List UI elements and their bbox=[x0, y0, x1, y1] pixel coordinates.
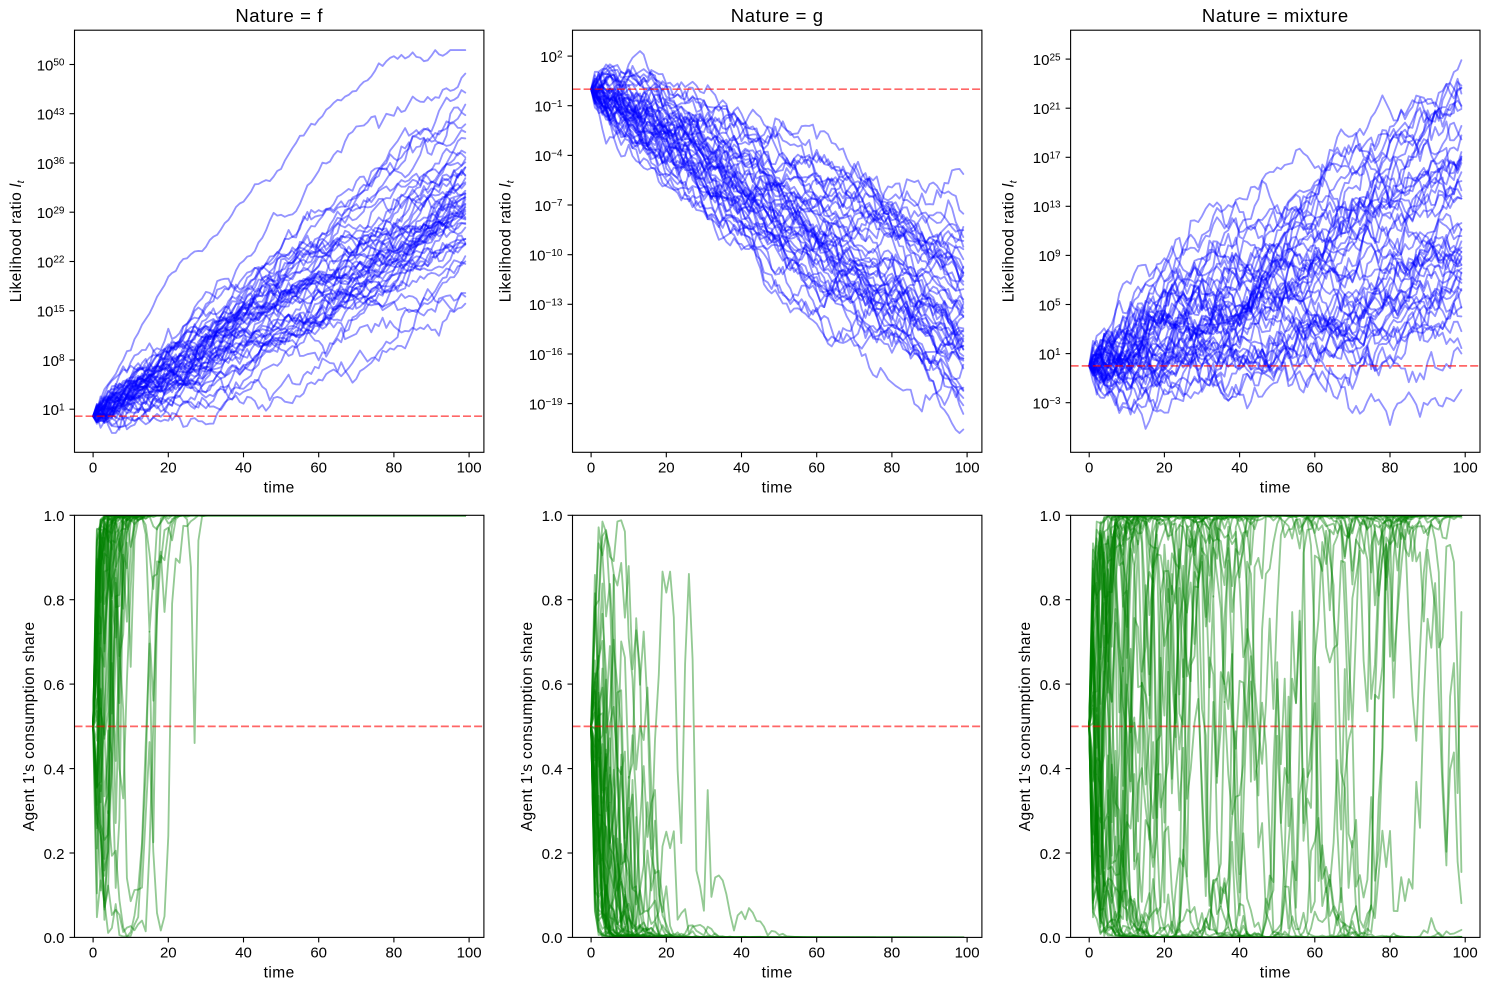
svg-text:60: 60 bbox=[808, 945, 825, 962]
svg-text:100: 100 bbox=[955, 460, 980, 477]
svg-text:Agent 1's consumption share: Agent 1's consumption share bbox=[21, 622, 38, 832]
svg-text:40: 40 bbox=[733, 945, 750, 962]
svg-text:0.6: 0.6 bbox=[542, 677, 563, 694]
svg-text:60: 60 bbox=[1306, 460, 1323, 477]
svg-text:0.6: 0.6 bbox=[1040, 677, 1061, 694]
svg-text:80: 80 bbox=[386, 945, 403, 962]
svg-text:Likelihood ratio lt: Likelihood ratio lt bbox=[8, 179, 27, 302]
svg-text:0.0: 0.0 bbox=[1040, 930, 1061, 947]
svg-text:0.8: 0.8 bbox=[542, 593, 563, 610]
svg-text:time: time bbox=[264, 480, 295, 497]
svg-text:20: 20 bbox=[160, 945, 177, 962]
svg-text:20: 20 bbox=[1156, 945, 1173, 962]
svg-text:0: 0 bbox=[1085, 945, 1093, 962]
svg-text:60: 60 bbox=[1306, 945, 1323, 962]
svg-text:80: 80 bbox=[884, 945, 901, 962]
svg-text:80: 80 bbox=[386, 460, 403, 477]
svg-text:40: 40 bbox=[1231, 945, 1248, 962]
svg-text:0.8: 0.8 bbox=[1040, 593, 1061, 610]
svg-text:0.2: 0.2 bbox=[542, 846, 563, 863]
svg-text:Likelihood ratio lt: Likelihood ratio lt bbox=[498, 179, 517, 302]
svg-text:0.0: 0.0 bbox=[542, 930, 563, 947]
svg-text:Agent 1's consumption share: Agent 1's consumption share bbox=[519, 622, 536, 832]
svg-text:100: 100 bbox=[457, 460, 482, 477]
svg-text:time: time bbox=[762, 965, 793, 982]
svg-text:time: time bbox=[1260, 480, 1291, 497]
svg-text:20: 20 bbox=[658, 945, 675, 962]
svg-text:40: 40 bbox=[235, 945, 252, 962]
svg-text:time: time bbox=[1260, 965, 1291, 982]
svg-text:0: 0 bbox=[89, 945, 97, 962]
svg-text:100: 100 bbox=[1453, 460, 1478, 477]
svg-text:80: 80 bbox=[884, 460, 901, 477]
svg-text:0.4: 0.4 bbox=[542, 761, 563, 778]
svg-text:0.2: 0.2 bbox=[1040, 846, 1061, 863]
svg-text:1.0: 1.0 bbox=[44, 508, 65, 525]
svg-text:80: 80 bbox=[1382, 945, 1399, 962]
svg-text:0: 0 bbox=[587, 945, 595, 962]
svg-text:Agent 1's consumption share: Agent 1's consumption share bbox=[1017, 622, 1034, 832]
svg-text:time: time bbox=[762, 480, 793, 497]
svg-text:100: 100 bbox=[955, 945, 980, 962]
svg-text:40: 40 bbox=[733, 460, 750, 477]
svg-text:0.0: 0.0 bbox=[44, 930, 65, 947]
svg-text:60: 60 bbox=[310, 460, 327, 477]
svg-text:20: 20 bbox=[160, 460, 177, 477]
svg-text:0: 0 bbox=[89, 460, 97, 477]
svg-text:40: 40 bbox=[235, 460, 252, 477]
svg-text:0: 0 bbox=[587, 460, 595, 477]
svg-text:Nature = g: Nature = g bbox=[731, 5, 824, 26]
svg-text:0.4: 0.4 bbox=[1040, 761, 1061, 778]
svg-text:0.8: 0.8 bbox=[44, 593, 65, 610]
svg-text:Likelihood ratio lt: Likelihood ratio lt bbox=[1001, 179, 1020, 302]
svg-text:20: 20 bbox=[658, 460, 675, 477]
svg-text:0.2: 0.2 bbox=[44, 846, 65, 863]
svg-text:0: 0 bbox=[1085, 460, 1093, 477]
svg-text:100: 100 bbox=[457, 945, 482, 962]
svg-text:20: 20 bbox=[1156, 460, 1173, 477]
svg-text:60: 60 bbox=[808, 460, 825, 477]
svg-text:time: time bbox=[264, 965, 295, 982]
svg-text:0.6: 0.6 bbox=[44, 677, 65, 694]
svg-text:1.0: 1.0 bbox=[542, 508, 563, 525]
svg-text:Nature = mixture: Nature = mixture bbox=[1202, 5, 1349, 26]
svg-text:40: 40 bbox=[1231, 460, 1248, 477]
svg-text:Nature = f: Nature = f bbox=[235, 5, 323, 26]
svg-text:1.0: 1.0 bbox=[1040, 508, 1061, 525]
svg-text:0.4: 0.4 bbox=[44, 761, 65, 778]
svg-text:80: 80 bbox=[1382, 460, 1399, 477]
svg-text:60: 60 bbox=[310, 945, 327, 962]
svg-text:100: 100 bbox=[1453, 945, 1478, 962]
